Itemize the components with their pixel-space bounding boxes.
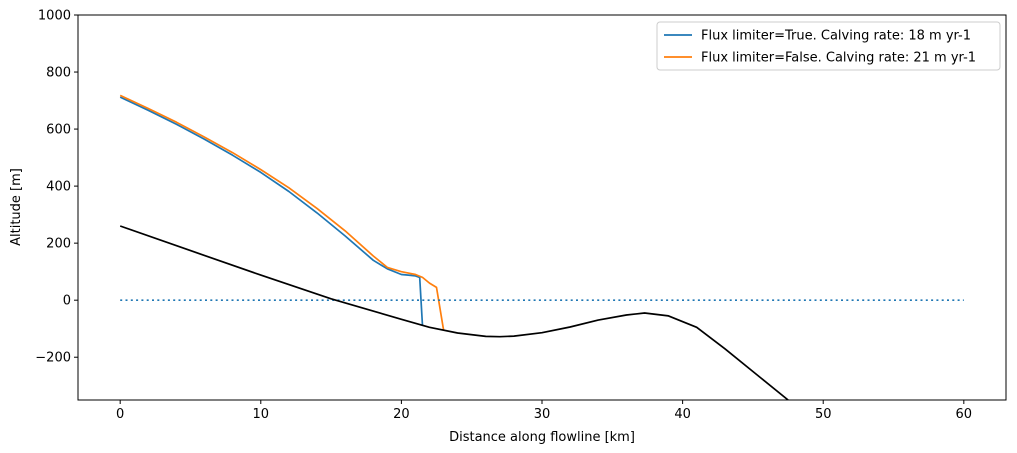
y-tick-label: 600 (46, 123, 71, 138)
x-tick-label: 10 (253, 407, 270, 422)
x-tick-label: 40 (674, 407, 691, 422)
x-tick-label: 30 (534, 407, 551, 422)
x-tick-label: 50 (815, 407, 832, 422)
y-tick-label: 1000 (38, 9, 71, 24)
x-tick-label: 0 (116, 407, 124, 422)
y-tick-label: 200 (46, 237, 71, 252)
y-tick-label: 800 (46, 66, 71, 81)
legend-label-0: Flux limiter=True. Calving rate: 18 m yr… (701, 29, 971, 44)
series-line-3 (119, 225, 789, 400)
legend: Flux limiter=True. Calving rate: 18 m yr… (656, 21, 1001, 71)
series-line-0 (119, 96, 424, 326)
x-axis-title: Distance along flowline [km] (449, 430, 635, 445)
x-tick-label: 20 (393, 407, 410, 422)
x-tick-label: 60 (956, 407, 973, 422)
y-tick-label: 0 (63, 294, 71, 309)
series-line-1 (119, 94, 445, 331)
plot-area (78, 15, 1006, 400)
y-axis-title: Altitude [m] (9, 168, 24, 246)
legend-box (656, 21, 1001, 71)
y-tick-label: 400 (46, 180, 71, 195)
legend-label-1: Flux limiter=False. Calving rate: 21 m y… (701, 51, 976, 66)
y-tick-label: −200 (35, 351, 71, 366)
